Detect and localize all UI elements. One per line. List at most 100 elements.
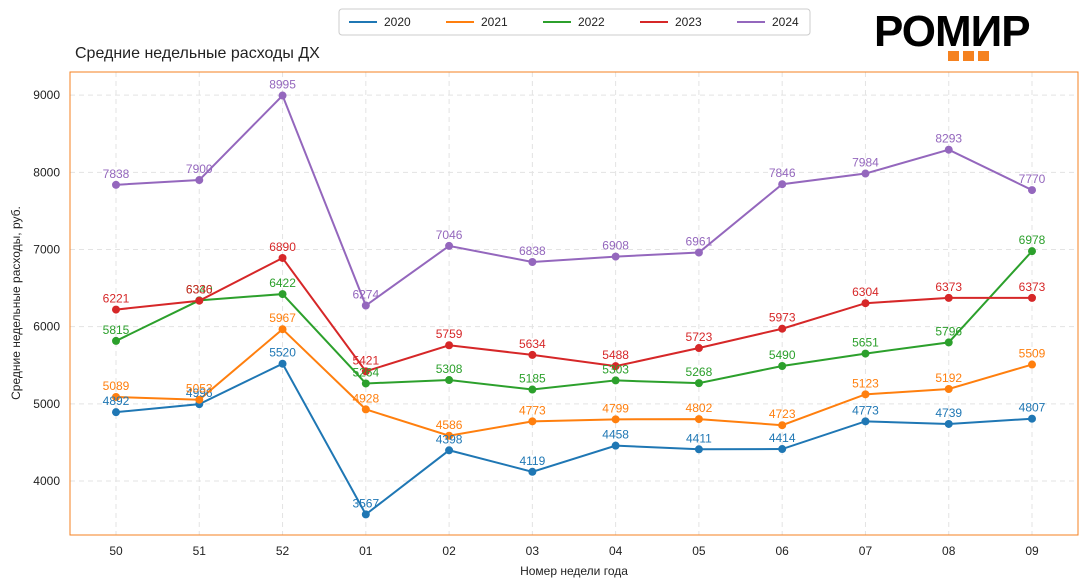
data-point-2022: [361, 379, 370, 388]
series-line-2020: [115, 362, 1033, 516]
data-point-2021: [778, 421, 787, 430]
legend-box: [338, 8, 811, 36]
data-label-2024: 6838: [519, 244, 546, 258]
data-label-2024: 7770: [1019, 172, 1046, 186]
y-axis-title: Средние недельные расходы, руб.: [9, 206, 23, 400]
data-point-2024: [195, 176, 204, 185]
data-label-2023: 6336: [186, 283, 213, 297]
x-tick-label: 08: [942, 544, 956, 558]
data-label-2023: 5973: [769, 311, 796, 325]
data-point-2020: [278, 359, 287, 368]
data-point-2024: [445, 241, 454, 250]
legend-label-2023: 2023: [675, 15, 702, 29]
data-point-2023: [1028, 293, 1036, 302]
romir-logo: РОМИР: [874, 7, 1031, 61]
logo-square-2: [963, 51, 974, 61]
data-label-2023: 6373: [935, 280, 962, 294]
data-label-2024: 6274: [352, 288, 379, 302]
series-line-2022: [115, 250, 1033, 391]
y-axis: 4000 5000 6000 7000 8000 9000: [33, 88, 60, 488]
data-label-2021: 5967: [269, 311, 296, 325]
data-label-2022: 5796: [935, 324, 962, 338]
data-point-2022: [694, 379, 703, 388]
data-label-2022: 5185: [519, 372, 546, 386]
x-tick-label: 04: [609, 544, 623, 558]
data-label-2023: 5634: [519, 337, 546, 351]
plot-frame: [69, 71, 1079, 536]
data-label-2021: 4773: [519, 403, 546, 417]
data-label-2020: 4119: [519, 454, 545, 468]
data-point-2020: [778, 445, 787, 454]
data-point-2020: [1028, 414, 1036, 423]
legend-label-2021: 2021: [481, 15, 508, 29]
y-tick-label: 5000: [33, 397, 60, 411]
data-point-2022: [861, 349, 870, 358]
data-point-2023: [361, 367, 370, 376]
data-label-2020: 4892: [103, 394, 130, 408]
data-point-2021: [445, 431, 454, 440]
data-label-2023: 5488: [602, 348, 629, 362]
data-label-2021: 4586: [436, 418, 463, 432]
data-point-2021: [611, 415, 620, 424]
data-label-2023: 5723: [686, 330, 713, 344]
data-label-2022: 5303: [602, 362, 629, 376]
data-label-2023: 6373: [1019, 280, 1046, 294]
legend-label-2024: 2024: [772, 15, 799, 29]
data-point-2023: [528, 350, 537, 359]
data-point-2021: [861, 390, 870, 399]
data-label-2024: 6908: [602, 239, 629, 253]
y-tick-label: 9000: [33, 88, 60, 102]
logo-text: РОМИР: [874, 7, 1030, 56]
data-point-2020: [112, 408, 120, 417]
x-tick-label: 50: [109, 544, 123, 558]
data-label-2023: 5421: [352, 353, 379, 367]
data-point-2020: [861, 417, 870, 426]
logo-square-3: [978, 51, 989, 61]
logo-square-1: [948, 51, 959, 61]
data-point-2024: [278, 91, 287, 100]
data-point-2023: [195, 296, 204, 305]
x-axis: 50 51 52 01 02 03 04 05 06 07 08 09: [109, 544, 1039, 558]
data-label-2020: 4739: [935, 406, 962, 420]
data-point-2020: [445, 446, 454, 455]
data-label-2020: 4398: [436, 432, 463, 446]
data-label-2023: 5759: [436, 327, 463, 341]
data-point-2024: [361, 301, 370, 310]
data-label-2021: 5089: [103, 379, 130, 393]
y-tick-label: 8000: [33, 165, 60, 179]
x-tick-label: 05: [692, 544, 706, 558]
x-tick-label: 51: [193, 544, 207, 558]
data-label-2022: 6978: [1019, 233, 1046, 247]
data-label-2020: 4807: [1019, 401, 1046, 415]
series-line-2021: [115, 327, 1033, 437]
x-tick-label: 07: [859, 544, 873, 558]
legend-label-2022: 2022: [578, 15, 605, 29]
x-tick-label: 02: [442, 544, 456, 558]
x-tick-label: 09: [1025, 544, 1039, 558]
data-label-2021: 5123: [852, 376, 879, 390]
data-label-2023: 6304: [852, 285, 879, 299]
data-point-2020: [611, 441, 620, 450]
data-label-2020: 4414: [769, 431, 796, 445]
chart-title: Средние недельные расходы ДХ: [75, 45, 320, 62]
data-label-2021: 4799: [602, 401, 629, 415]
data-label-2020: 5520: [269, 346, 296, 360]
data-label-2024: 7838: [103, 167, 130, 181]
data-point-2023: [611, 362, 620, 371]
series-group: [112, 91, 1036, 519]
data-point-2021: [944, 385, 953, 394]
data-label-2024: 6961: [686, 234, 713, 248]
data-label-2023: 6890: [269, 240, 296, 254]
x-tick-label: 03: [526, 544, 540, 558]
data-labels: 4892 4996 5520 3567 4398 4119 4458 4411 4414 4773…: [103, 78, 1046, 511]
data-point-2020: [694, 445, 703, 454]
data-point-2024: [1028, 186, 1036, 195]
data-point-2021: [1028, 360, 1036, 369]
data-point-2021: [361, 405, 370, 414]
data-point-2024: [694, 248, 703, 257]
data-point-2021: [528, 417, 537, 426]
data-label-2021: 4723: [769, 407, 796, 421]
data-label-2020: 4411: [686, 431, 712, 445]
data-label-2024: 8293: [935, 132, 962, 146]
